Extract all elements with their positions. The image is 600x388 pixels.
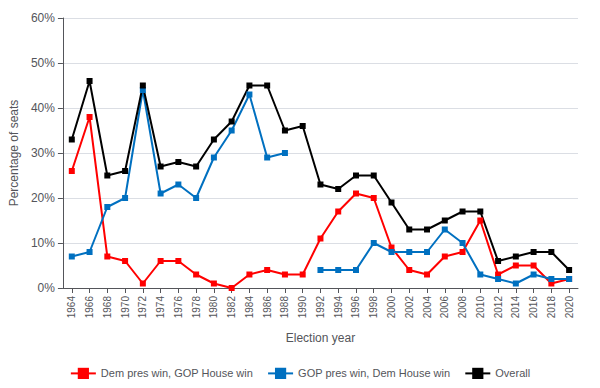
svg-text:1976: 1976 xyxy=(173,296,184,319)
svg-text:1974: 1974 xyxy=(155,296,166,319)
svg-text:1996: 1996 xyxy=(350,296,361,319)
svg-text:Overall: Overall xyxy=(495,367,530,379)
svg-text:40%: 40% xyxy=(31,101,55,115)
svg-text:2004: 2004 xyxy=(422,296,433,319)
svg-text:1980: 1980 xyxy=(208,296,219,319)
svg-text:1966: 1966 xyxy=(84,296,95,319)
svg-text:1964: 1964 xyxy=(66,296,77,319)
svg-text:20%: 20% xyxy=(31,191,55,205)
svg-text:1972: 1972 xyxy=(137,296,148,319)
svg-text:1984: 1984 xyxy=(244,296,255,319)
svg-text:2014: 2014 xyxy=(510,296,521,319)
svg-text:1988: 1988 xyxy=(279,296,290,319)
svg-text:2008: 2008 xyxy=(457,296,468,319)
svg-text:30%: 30% xyxy=(31,146,55,160)
svg-text:50%: 50% xyxy=(31,56,55,70)
svg-text:1998: 1998 xyxy=(368,296,379,319)
svg-text:2020: 2020 xyxy=(564,296,575,319)
svg-text:2010: 2010 xyxy=(475,296,486,319)
svg-text:1990: 1990 xyxy=(297,296,308,319)
svg-text:60%: 60% xyxy=(31,11,55,25)
svg-text:2000: 2000 xyxy=(386,296,397,319)
svg-text:2002: 2002 xyxy=(404,296,415,319)
svg-text:1994: 1994 xyxy=(333,296,344,319)
svg-text:1986: 1986 xyxy=(262,296,273,319)
svg-text:2016: 2016 xyxy=(528,296,539,319)
svg-text:2006: 2006 xyxy=(439,296,450,319)
svg-text:1978: 1978 xyxy=(191,296,202,319)
svg-text:GOP pres win, Dem House win: GOP pres win, Dem House win xyxy=(298,367,450,379)
svg-text:2018: 2018 xyxy=(546,296,557,319)
svg-text:Election year: Election year xyxy=(286,331,355,345)
svg-text:1992: 1992 xyxy=(315,296,326,319)
svg-text:Dem pres win, GOP House win: Dem pres win, GOP House win xyxy=(101,367,253,379)
svg-text:2012: 2012 xyxy=(493,296,504,319)
svg-text:10%: 10% xyxy=(31,236,55,250)
svg-text:1970: 1970 xyxy=(120,296,131,319)
svg-text:Percentage of seats: Percentage of seats xyxy=(7,100,21,207)
svg-text:0%: 0% xyxy=(38,281,56,295)
svg-text:1968: 1968 xyxy=(102,296,113,319)
svg-text:1982: 1982 xyxy=(226,296,237,319)
